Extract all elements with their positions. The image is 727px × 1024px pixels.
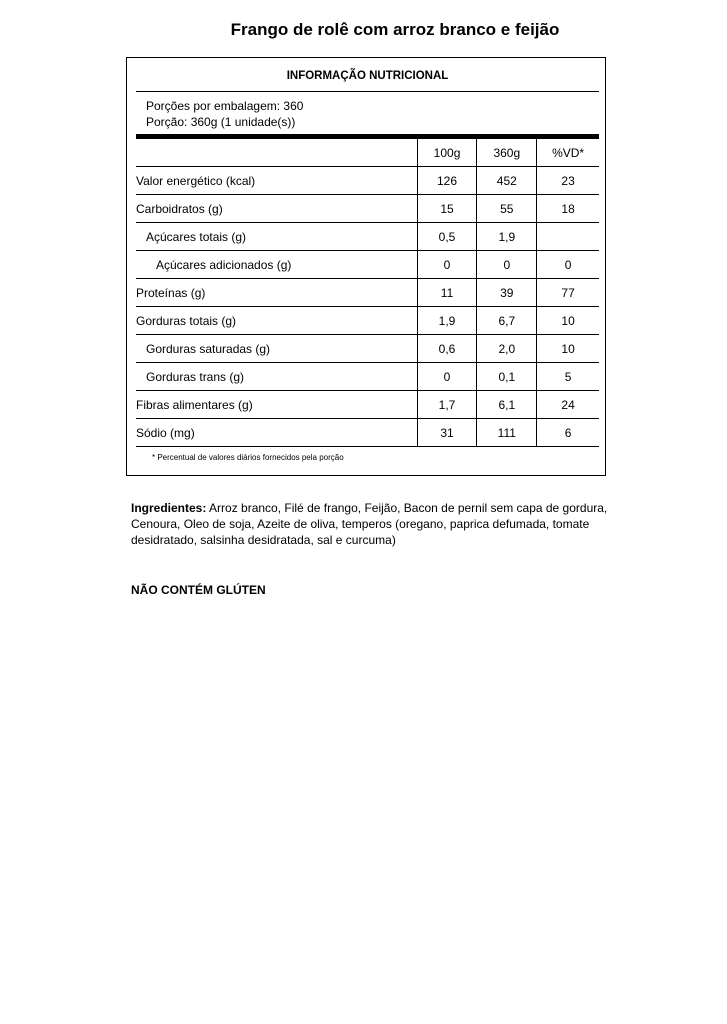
value-100g: 31 xyxy=(416,418,477,447)
value-vd: 18 xyxy=(536,194,599,223)
nutrition-table: 100g 360g %VD* Valor energético (kcal) 12… xyxy=(136,139,599,447)
row-label: Valor energético (kcal) xyxy=(136,166,418,195)
value-100g: 1,7 xyxy=(416,390,477,419)
value-portion: 39 xyxy=(476,278,537,307)
divider xyxy=(136,91,599,92)
value-100g: 0,5 xyxy=(416,222,477,251)
value-vd: 77 xyxy=(536,278,599,307)
value-portion: 2,0 xyxy=(476,334,537,363)
nutrition-facts-box: INFORMAÇÃO NUTRICIONAL Porções por embal… xyxy=(126,57,606,476)
value-portion: 0,1 xyxy=(476,362,537,391)
value-vd: 24 xyxy=(536,390,599,419)
value-100g: 126 xyxy=(416,166,477,195)
value-portion: 111 xyxy=(476,418,537,447)
value-vd xyxy=(536,222,599,251)
table-row: Gorduras saturadas (g) 0,6 2,0 10 xyxy=(136,334,599,363)
value-portion: 0 xyxy=(476,250,537,279)
value-100g: 1,9 xyxy=(416,306,477,335)
value-portion: 55 xyxy=(476,194,537,223)
ingredients: Ingredientes: Arroz branco, Filé de fran… xyxy=(131,500,611,548)
value-portion: 6,7 xyxy=(476,306,537,335)
value-vd: 23 xyxy=(536,166,599,195)
value-portion: 6,1 xyxy=(476,390,537,419)
portions-per-package: Porções por embalagem: 360 xyxy=(146,99,304,113)
portion-size: Porção: 360g (1 unidade(s)) xyxy=(146,115,296,129)
column-header-100g: 100g xyxy=(416,139,477,167)
table-row: Fibras alimentares (g) 1,7 6,1 24 xyxy=(136,390,599,419)
footnote: * Percentual de valores diários fornecid… xyxy=(152,453,344,462)
table-header-row: 100g 360g %VD* xyxy=(136,139,599,167)
row-label: Açúcares totais (g) xyxy=(136,222,418,251)
value-100g: 0 xyxy=(416,362,477,391)
row-label: Gorduras trans (g) xyxy=(136,362,418,391)
table-row: Gorduras totais (g) 1,9 6,7 10 xyxy=(136,306,599,335)
row-label: Sódio (mg) xyxy=(136,418,418,447)
value-vd: 5 xyxy=(536,362,599,391)
value-100g: 0 xyxy=(416,250,477,279)
table-row: Gorduras trans (g) 0 0,1 5 xyxy=(136,362,599,391)
row-label: Carboidratos (g) xyxy=(136,194,418,223)
value-100g: 11 xyxy=(416,278,477,307)
ingredients-text: Arroz branco, Filé de frango, Feijão, Ba… xyxy=(131,501,608,547)
value-100g: 15 xyxy=(416,194,477,223)
ingredients-label: Ingredientes: xyxy=(131,501,207,515)
column-header-vd: %VD* xyxy=(536,139,599,167)
gluten-notice: NÃO CONTÉM GLÚTEN xyxy=(131,583,266,597)
table-row: Valor energético (kcal) 126 452 23 xyxy=(136,166,599,195)
column-header xyxy=(136,139,418,167)
table-row: Proteínas (g) 11 39 77 xyxy=(136,278,599,307)
table-row: Açúcares totais (g) 0,5 1,9 xyxy=(136,222,599,251)
table-row: Sódio (mg) 31 111 6 xyxy=(136,418,599,447)
thick-divider xyxy=(136,134,599,139)
row-label: Gorduras saturadas (g) xyxy=(136,334,418,363)
value-100g: 0,6 xyxy=(416,334,477,363)
value-vd: 0 xyxy=(536,250,599,279)
column-header-portion: 360g xyxy=(476,139,537,167)
product-title: Frango de rolê com arroz branco e feijão xyxy=(230,20,560,39)
value-vd: 10 xyxy=(536,334,599,363)
row-label: Gorduras totais (g) xyxy=(136,306,418,335)
row-label: Açúcares adicionados (g) xyxy=(136,250,418,279)
row-label: Fibras alimentares (g) xyxy=(136,390,418,419)
row-label: Proteínas (g) xyxy=(136,278,418,307)
value-vd: 6 xyxy=(536,418,599,447)
value-vd: 10 xyxy=(536,306,599,335)
value-portion: 1,9 xyxy=(476,222,537,251)
table-row: Açúcares adicionados (g) 0 0 0 xyxy=(136,250,599,279)
value-portion: 452 xyxy=(476,166,537,195)
table-row: Carboidratos (g) 15 55 18 xyxy=(136,194,599,223)
nutrition-heading: INFORMAÇÃO NUTRICIONAL xyxy=(286,70,449,82)
